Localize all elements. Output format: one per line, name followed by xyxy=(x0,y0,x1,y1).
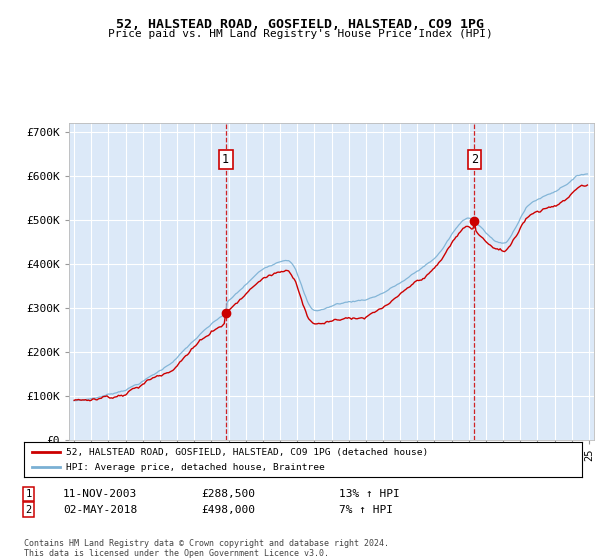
Text: 52, HALSTEAD ROAD, GOSFIELD, HALSTEAD, CO9 1PG: 52, HALSTEAD ROAD, GOSFIELD, HALSTEAD, C… xyxy=(116,18,484,31)
Text: 2: 2 xyxy=(471,153,478,166)
Text: 7% ↑ HPI: 7% ↑ HPI xyxy=(339,505,393,515)
Text: 2: 2 xyxy=(26,505,32,515)
Text: 11-NOV-2003: 11-NOV-2003 xyxy=(63,489,137,499)
Text: 13% ↑ HPI: 13% ↑ HPI xyxy=(339,489,400,499)
Text: £498,000: £498,000 xyxy=(201,505,255,515)
Text: £288,500: £288,500 xyxy=(201,489,255,499)
Text: Contains HM Land Registry data © Crown copyright and database right 2024.
This d: Contains HM Land Registry data © Crown c… xyxy=(24,539,389,558)
Text: 02-MAY-2018: 02-MAY-2018 xyxy=(63,505,137,515)
Text: HPI: Average price, detached house, Braintree: HPI: Average price, detached house, Brai… xyxy=(66,463,325,472)
Text: 1: 1 xyxy=(222,153,229,166)
Text: 1: 1 xyxy=(26,489,32,499)
Text: Price paid vs. HM Land Registry's House Price Index (HPI): Price paid vs. HM Land Registry's House … xyxy=(107,29,493,39)
Text: 52, HALSTEAD ROAD, GOSFIELD, HALSTEAD, CO9 1PG (detached house): 52, HALSTEAD ROAD, GOSFIELD, HALSTEAD, C… xyxy=(66,447,428,456)
